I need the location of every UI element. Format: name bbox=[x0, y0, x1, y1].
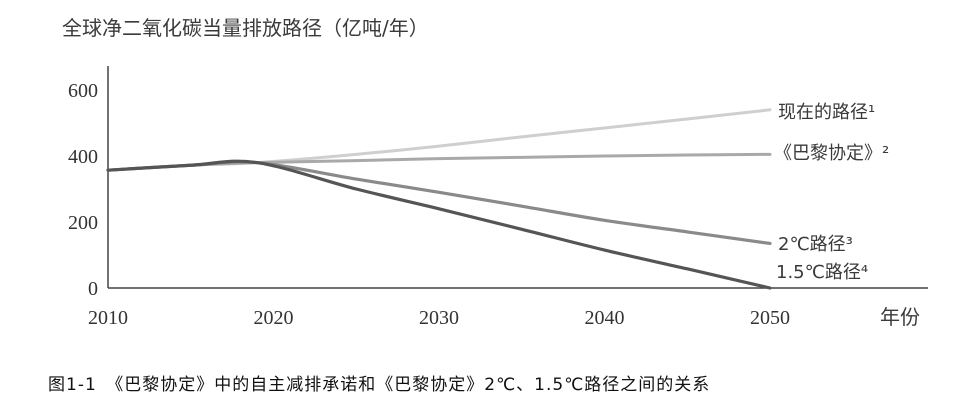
legend-2c-path: 2℃路径³ bbox=[778, 234, 853, 255]
line-current-path bbox=[106, 108, 772, 172]
x-tick-label: 2040 bbox=[585, 307, 625, 329]
figure-caption: 图1-1 《巴黎协定》中的自主减排承诺和《巴黎协定》2℃、1.5℃路径之间的关系 bbox=[48, 375, 711, 395]
legend-current-path: 现在的路径¹ bbox=[778, 102, 875, 123]
y-tick-label: 600 bbox=[68, 80, 98, 102]
y-tick-label: 400 bbox=[68, 146, 98, 168]
axes bbox=[107, 66, 928, 289]
y-tick-labels: 0 200 400 600 bbox=[68, 80, 98, 300]
y-tick-label: 200 bbox=[68, 212, 98, 234]
x-tick-label: 2010 bbox=[88, 307, 128, 329]
line-1-5c-path bbox=[106, 159, 772, 290]
y-tick-label: 0 bbox=[88, 278, 98, 300]
legend-1-5c-path: 1.5℃路径⁴ bbox=[776, 262, 868, 283]
x-tick-label: 2030 bbox=[419, 307, 459, 329]
line-2c-path bbox=[106, 160, 772, 246]
x-tick-labels: 2010 2020 2030 2040 2050 bbox=[88, 307, 790, 329]
x-tick-label: 2020 bbox=[254, 307, 294, 329]
legend-paris-agreement: 《巴黎协定》² bbox=[774, 143, 889, 164]
series-lines bbox=[106, 108, 772, 290]
chart-title: 全球净二氧化碳当量排放路径（亿吨/年） bbox=[62, 16, 429, 40]
x-axis-label: 年份 bbox=[880, 305, 920, 329]
x-tick-label: 2050 bbox=[750, 307, 790, 329]
